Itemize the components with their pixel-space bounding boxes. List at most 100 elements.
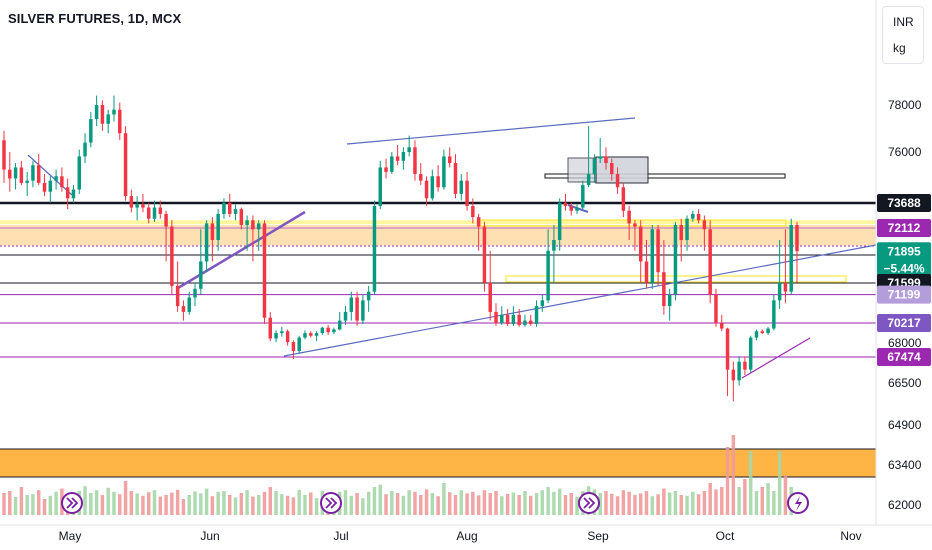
volume-bar <box>754 491 759 515</box>
y-tick-label: 68000 <box>888 336 922 350</box>
volume-bar <box>482 490 487 515</box>
candle-body <box>401 152 406 161</box>
candle-body <box>372 205 377 292</box>
volume-bar <box>170 492 174 515</box>
candle <box>106 109 110 134</box>
volume-bar <box>708 483 712 515</box>
candle-body <box>748 337 753 370</box>
candle <box>592 154 597 183</box>
unit-selector[interactable]: INR kg <box>882 6 924 64</box>
candle <box>222 198 226 219</box>
volume-bar <box>129 491 134 515</box>
time-axis: May Jun Jul Aug Sep Oct Nov <box>59 529 862 543</box>
volume-bar <box>557 488 562 515</box>
volume-bar <box>424 489 429 515</box>
candle <box>476 213 481 251</box>
candle <box>274 330 278 343</box>
price-axis: 78000 76000 68000 66500 64900 63400 62000 <box>0 0 932 526</box>
double-arrow-icon[interactable] <box>61 492 83 514</box>
candle-body <box>355 297 359 321</box>
candle <box>164 210 168 262</box>
candle <box>233 204 238 221</box>
candle <box>673 221 678 301</box>
volume-bar <box>430 493 435 515</box>
currency-label: INR <box>893 15 914 29</box>
volume-bar <box>453 495 458 515</box>
candle-body <box>326 327 330 333</box>
candle-body <box>378 167 382 206</box>
candle <box>708 220 712 304</box>
volume-bar <box>511 492 516 515</box>
candle <box>748 335 753 373</box>
volume-bar <box>152 490 157 515</box>
candle-body <box>650 229 655 283</box>
volume-bar <box>407 490 411 515</box>
volume-bar <box>372 487 377 515</box>
marker-glyph <box>66 497 79 509</box>
volume-bar <box>158 496 163 515</box>
volume-bar <box>48 495 53 515</box>
volume-bar <box>702 491 707 515</box>
price-label: 67474 <box>877 348 931 367</box>
candle-body <box>65 187 70 199</box>
volume-bar <box>285 495 290 515</box>
price-label: 71199 <box>877 285 931 304</box>
volume-bar <box>401 495 406 515</box>
price-label: 72112 <box>877 219 931 237</box>
double-arrow-icon[interactable] <box>578 492 600 514</box>
candle-body <box>546 250 550 301</box>
candle <box>783 229 788 304</box>
event-markers[interactable] <box>61 492 809 514</box>
volume-bar <box>251 496 255 515</box>
candle-body <box>534 306 539 325</box>
price-label-text: 72112 <box>888 221 921 235</box>
x-tick-label: Jul <box>333 529 348 543</box>
volume-bar <box>476 495 481 515</box>
volume-bar <box>204 488 209 515</box>
candle-body <box>529 320 533 325</box>
double-arrow-icon[interactable] <box>320 492 342 514</box>
candle <box>754 329 759 341</box>
price-label-bg <box>877 194 931 212</box>
candle-body <box>129 196 134 208</box>
volume-bar <box>54 491 58 515</box>
candle <box>228 193 232 218</box>
candle <box>777 240 782 310</box>
candle-body <box>13 167 18 179</box>
candle <box>459 174 464 201</box>
volume-bar <box>725 447 730 515</box>
candle <box>644 240 649 289</box>
lightning-icon[interactable] <box>787 492 809 514</box>
candle-body <box>320 327 325 334</box>
candle-body <box>760 331 765 334</box>
candle <box>575 204 579 214</box>
y-tick-label: 63400 <box>888 458 922 472</box>
candle-body <box>187 297 191 312</box>
candle-body <box>430 176 435 199</box>
candle-body <box>384 167 388 172</box>
candle-body <box>199 261 203 289</box>
volume-bar <box>436 496 440 515</box>
candle <box>199 229 203 295</box>
candle-body <box>216 213 220 241</box>
candle-body <box>789 225 793 292</box>
candle <box>453 154 458 199</box>
volume-bar <box>175 489 180 515</box>
volume-bar <box>494 491 498 515</box>
candle <box>25 171 29 197</box>
volume-bar <box>691 491 695 515</box>
candle-body <box>610 163 614 175</box>
volume-bar <box>523 491 527 515</box>
volume-bar <box>650 496 655 515</box>
volume-bar <box>743 479 747 515</box>
candle <box>737 356 741 386</box>
candle-body <box>89 119 93 143</box>
candle-body <box>332 329 336 333</box>
candle <box>36 154 41 186</box>
zone-outline <box>544 173 786 179</box>
candle-body <box>407 147 411 152</box>
candle-body <box>361 300 365 321</box>
price-label: 71895 −5.44% <box>877 242 931 279</box>
candle-body <box>291 342 296 351</box>
